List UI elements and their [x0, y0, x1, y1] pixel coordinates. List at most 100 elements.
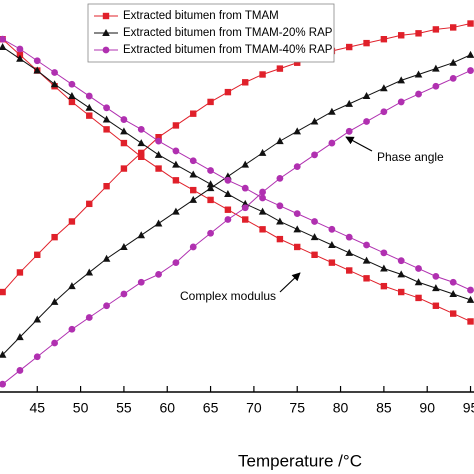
marker [207, 167, 214, 174]
marker [103, 126, 110, 133]
marker [154, 150, 163, 158]
series-line [2, 70, 471, 385]
marker [415, 30, 422, 37]
marker [155, 271, 162, 278]
marker [432, 284, 440, 292]
marker [432, 64, 440, 72]
marker [50, 80, 59, 88]
marker [397, 98, 405, 106]
x-tick-label: 55 [116, 400, 132, 416]
marker [0, 288, 6, 296]
marker [102, 115, 111, 123]
x-tick-label: 95 [463, 400, 474, 416]
marker [293, 225, 302, 233]
marker [467, 318, 474, 325]
marker [380, 84, 388, 92]
marker [397, 257, 405, 265]
marker [120, 116, 128, 123]
marker [102, 12, 110, 20]
marker [172, 207, 180, 215]
marker [138, 149, 145, 157]
x-tick-label: 75 [289, 400, 305, 416]
marker [172, 160, 180, 168]
marker [207, 98, 214, 106]
marker [34, 251, 41, 258]
marker [328, 225, 336, 233]
marker [172, 147, 180, 155]
marker [137, 278, 145, 286]
marker [310, 117, 319, 125]
marker [224, 216, 232, 223]
marker [259, 188, 266, 196]
series-line [2, 46, 471, 301]
marker [293, 127, 302, 135]
marker [467, 20, 474, 27]
x-tick-label: 70 [246, 400, 262, 416]
marker [190, 110, 197, 117]
legend-box [87, 3, 335, 63]
marker [259, 226, 266, 233]
marker [398, 32, 405, 39]
marker [224, 176, 232, 184]
marker [0, 35, 6, 43]
marker [172, 259, 180, 267]
marker [328, 107, 336, 115]
marker [33, 315, 42, 323]
marker [85, 103, 94, 111]
marker [467, 286, 474, 294]
marker [120, 290, 128, 298]
marker [276, 65, 284, 72]
marker [363, 118, 370, 125]
marker [68, 92, 76, 100]
marker [155, 165, 162, 172]
marker [137, 125, 145, 133]
marker [33, 57, 41, 65]
marker [328, 139, 336, 147]
marker [224, 206, 232, 213]
marker [102, 29, 110, 36]
x-axis-label: Temperature /°C [238, 451, 362, 470]
marker [276, 202, 284, 210]
marker [345, 99, 354, 107]
marker [189, 195, 198, 203]
marker [345, 233, 353, 241]
marker [311, 251, 318, 258]
marker [189, 170, 198, 178]
marker [345, 248, 354, 256]
marker [155, 137, 162, 145]
legend-label: Extracted bitumen from TMAM [123, 10, 279, 22]
marker [172, 177, 180, 184]
marker [103, 183, 110, 190]
marker [0, 380, 6, 388]
marker [466, 50, 474, 58]
marker [363, 275, 370, 282]
marker [449, 290, 458, 297]
marker [398, 288, 405, 296]
marker [450, 24, 457, 31]
marker [363, 241, 370, 249]
annotation-arrow [345, 136, 373, 152]
marker [206, 184, 215, 192]
marker [380, 249, 388, 257]
marker [362, 92, 371, 100]
marker [85, 92, 93, 100]
marker [363, 39, 370, 47]
marker [449, 75, 457, 82]
marker [16, 333, 24, 341]
marker [138, 153, 145, 160]
marker [120, 165, 128, 172]
series-line [2, 23, 471, 293]
marker [33, 353, 41, 361]
marker [294, 243, 301, 251]
marker [328, 241, 336, 248]
marker [16, 45, 24, 53]
annotation: Phase angle [377, 150, 444, 164]
annotation: Complex modulus [180, 289, 276, 303]
marker [242, 216, 249, 223]
marker [155, 134, 162, 141]
marker [432, 26, 440, 33]
marker [311, 218, 318, 225]
marker [432, 82, 440, 90]
annotation-arrow [279, 272, 301, 293]
marker [258, 148, 267, 156]
